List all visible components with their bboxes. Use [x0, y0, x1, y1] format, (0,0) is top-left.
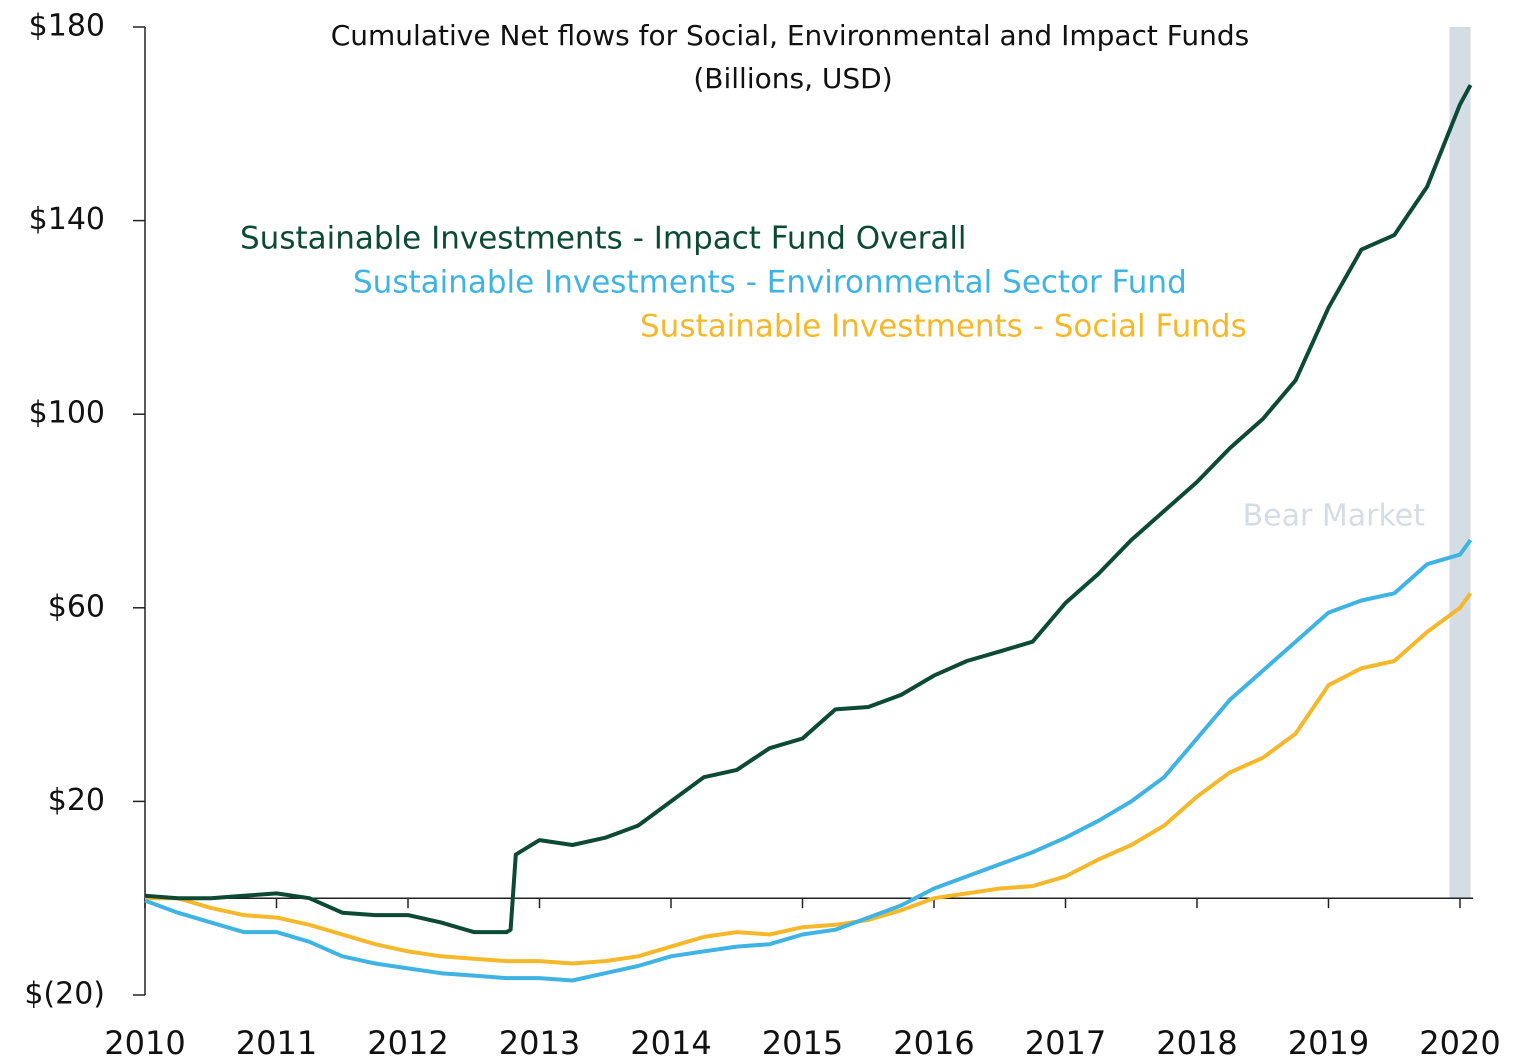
- x-tick-label: 2012: [367, 1024, 448, 1062]
- x-tick-label: 2019: [1288, 1024, 1369, 1062]
- y-tick-label: $20: [48, 783, 105, 818]
- chart-subtitle: (Billions, USD): [693, 62, 892, 95]
- x-tick-label: 2010: [104, 1024, 185, 1062]
- x-tick-label: 2016: [893, 1024, 974, 1062]
- x-tick-label: 2011: [236, 1024, 317, 1062]
- x-tick-label: 2020: [1419, 1024, 1500, 1062]
- x-tick-label: 2015: [762, 1024, 843, 1062]
- x-tick-label: 2014: [630, 1024, 711, 1062]
- legend-entry: Sustainable Investments - Environmental …: [353, 265, 1187, 301]
- shaded-region: [1449, 27, 1471, 899]
- y-tick-label: $(20): [24, 977, 105, 1012]
- legend-entry: Sustainable Investments - Social Funds: [640, 309, 1247, 345]
- y-tick-label: $60: [48, 589, 105, 624]
- series-line: [145, 592, 1473, 966]
- chart-title: Cumulative Net flows for Social, Environ…: [331, 19, 1250, 52]
- x-tick-label: 2017: [1025, 1024, 1106, 1062]
- legend-entry: Sustainable Investments - Impact Fund Ov…: [240, 221, 967, 257]
- series-line: [144, 538, 1473, 983]
- x-tick-label: 2018: [1156, 1024, 1237, 1062]
- x-tick-label: 2013: [499, 1024, 580, 1062]
- y-tick-label: $100: [29, 396, 105, 431]
- annotation: Bear Market: [1243, 499, 1426, 534]
- y-tick-label: $180: [29, 9, 105, 44]
- series-line: [144, 84, 1473, 935]
- y-tick-label: $140: [29, 202, 105, 237]
